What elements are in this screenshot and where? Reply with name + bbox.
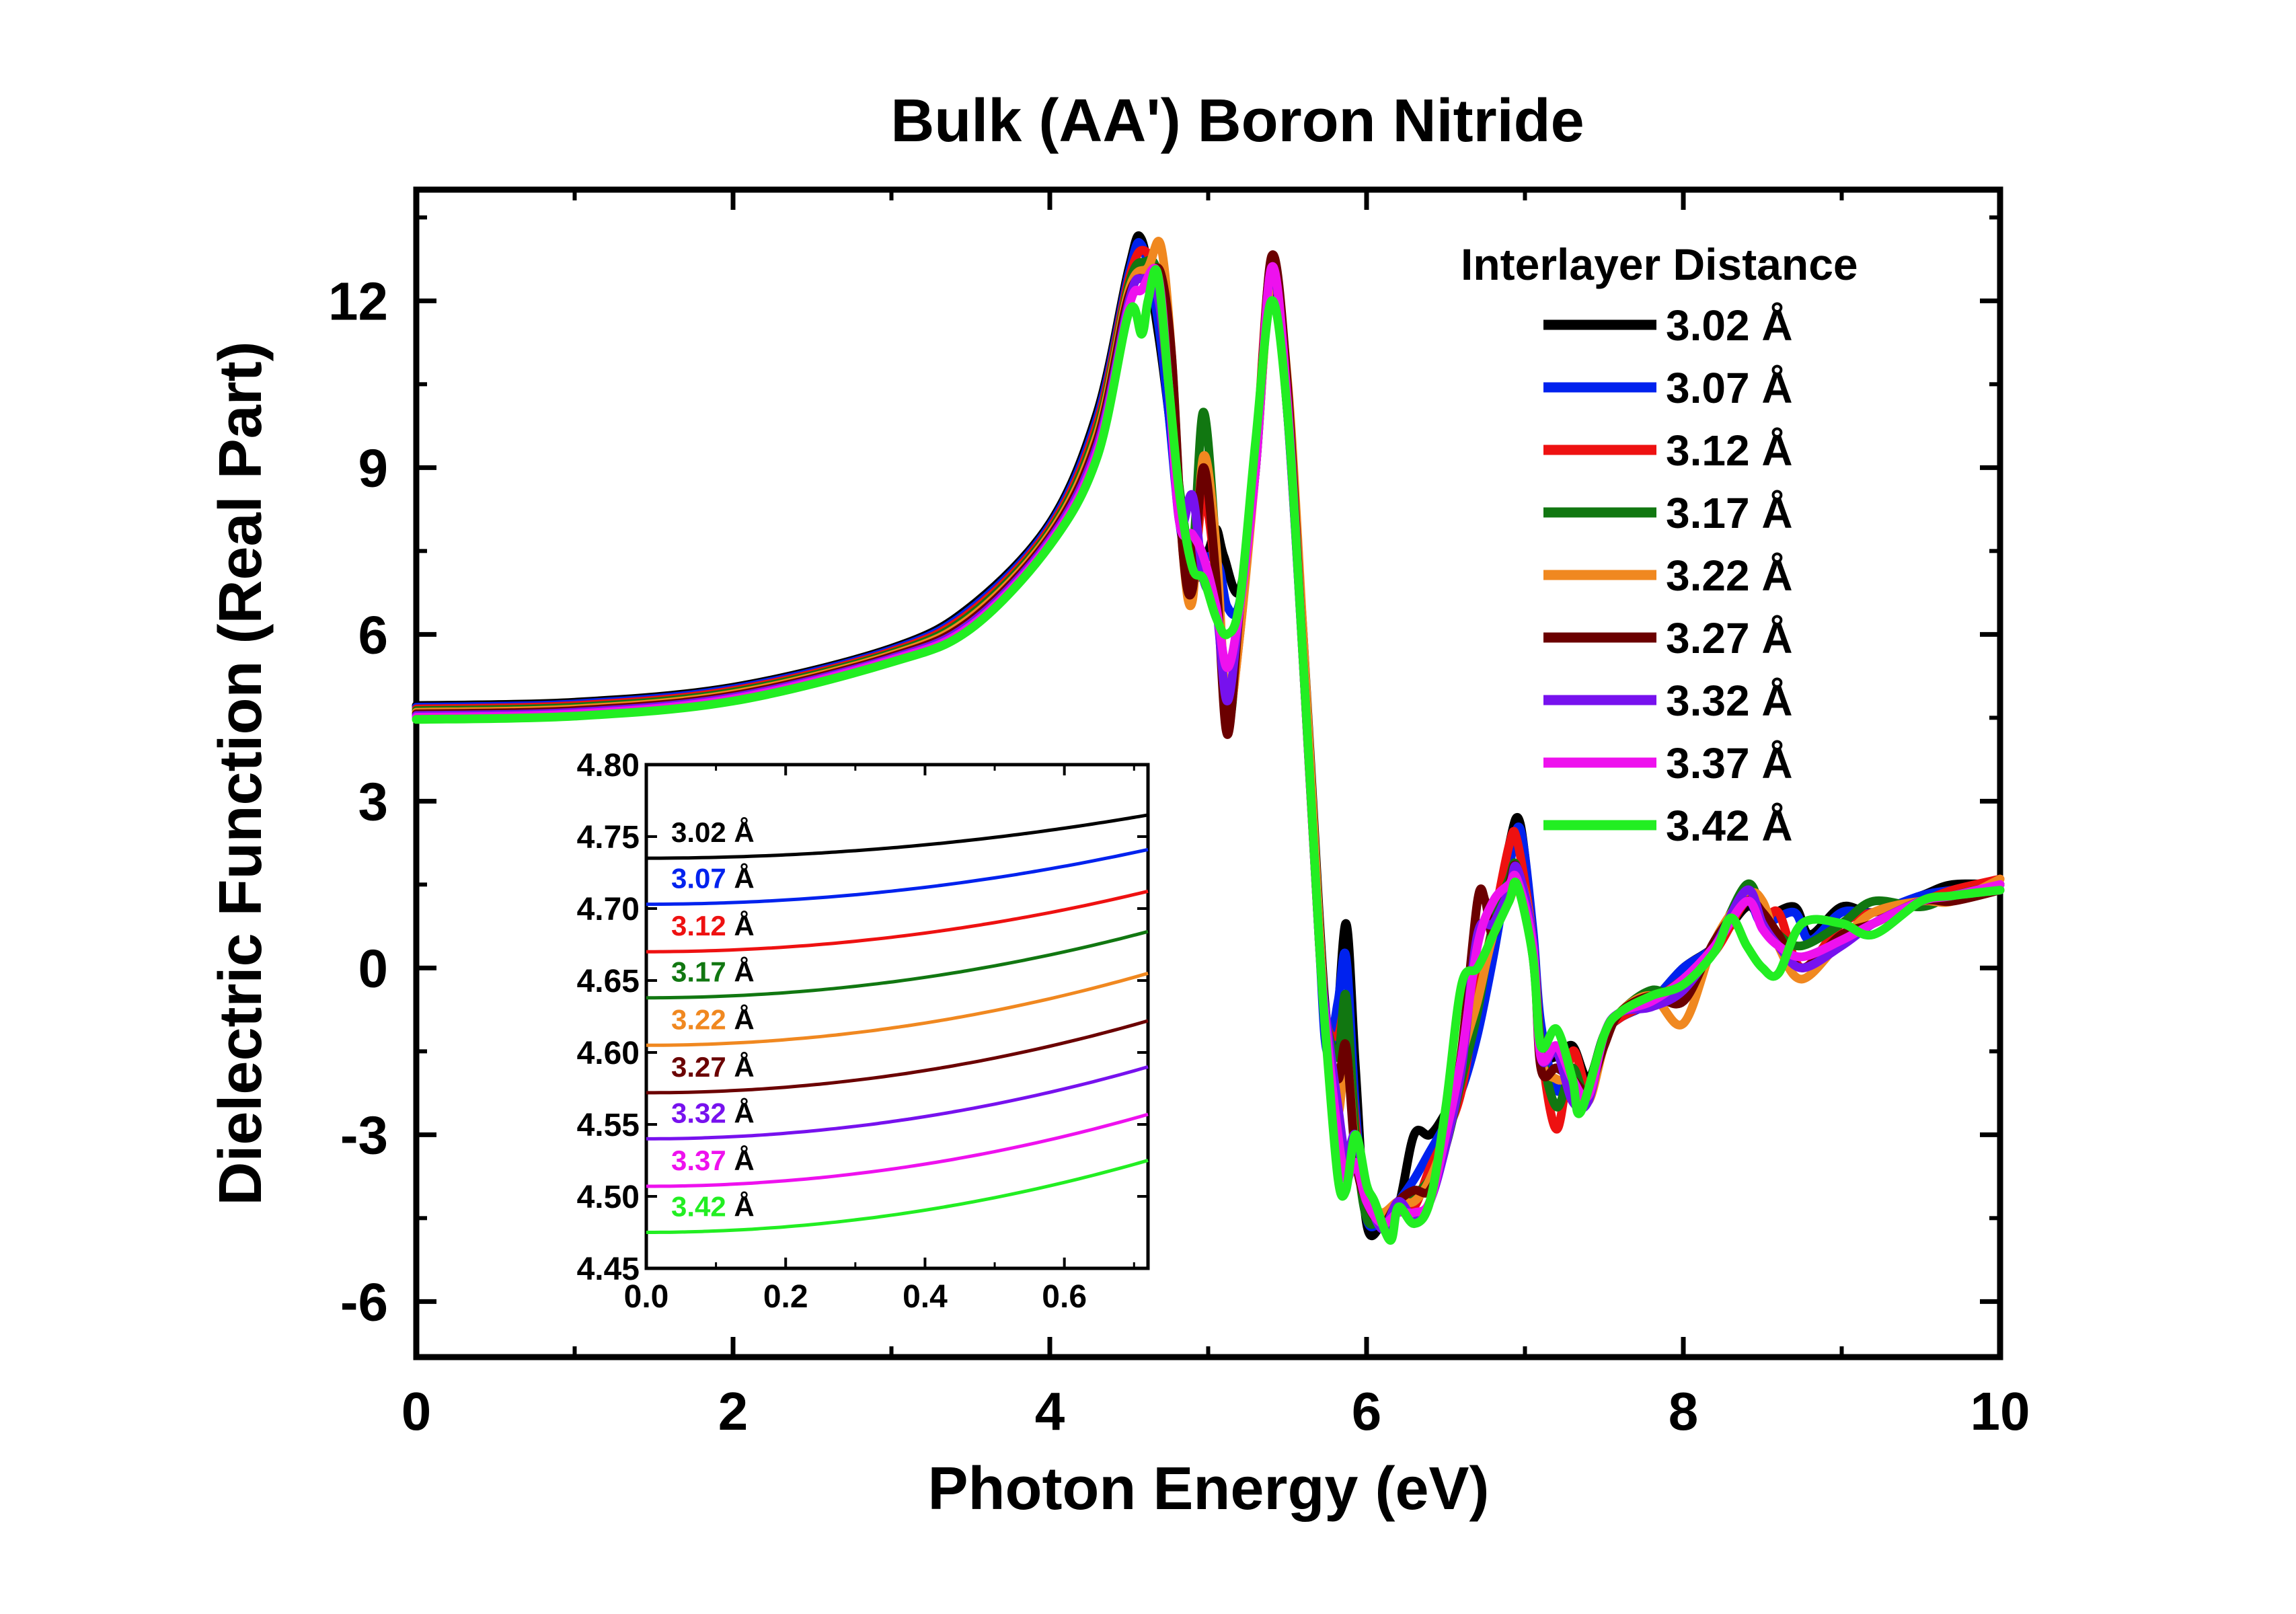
inset-label-unit: Å — [726, 863, 755, 894]
series-line-3.42 — [412, 265, 2005, 1245]
inset-line-3.17 — [646, 929, 1149, 1000]
x-axis-label: Photon Energy (eV) — [927, 1455, 1489, 1523]
inset-y-tick-label: 4.65 — [577, 964, 640, 999]
inset-series-label-3.12: 3.12 Å — [671, 910, 755, 942]
legend-label-3.37: 3.37 Å — [1666, 739, 1793, 787]
inset-label-value: 3.27 — [671, 1051, 726, 1083]
inset-x-tick-label: 0.4 — [903, 1279, 948, 1315]
inset-label-unit: Å — [726, 1191, 755, 1223]
inset-series-label-3.17: 3.17 Å — [671, 956, 755, 988]
inset-line-3.02 — [646, 813, 1149, 860]
inset-label-value: 3.12 — [671, 910, 726, 942]
legend-label-3.12: 3.12 Å — [1666, 426, 1793, 475]
inset-series-label-3.07: 3.07 Å — [671, 863, 755, 894]
inset-label-unit: Å — [726, 1145, 755, 1176]
inset-y-tick-label: 4.75 — [577, 820, 640, 855]
inset-line-3.07 — [646, 847, 1149, 907]
x-tick-label: 2 — [718, 1381, 749, 1441]
x-tick-label: 4 — [1035, 1381, 1065, 1441]
inset-label-unit: Å — [726, 1051, 755, 1083]
legend-label-3.07: 3.07 Å — [1666, 364, 1793, 412]
inset-label-value: 3.22 — [671, 1003, 726, 1035]
inset-line-3.12 — [646, 889, 1149, 954]
legend-label-3.02: 3.02 Å — [1666, 301, 1793, 350]
x-tick-label: 0 — [401, 1381, 432, 1441]
y-tick-label: 9 — [358, 438, 389, 498]
y-tick-label: 3 — [358, 771, 389, 831]
inset-label-value: 3.32 — [671, 1097, 726, 1128]
x-tick-label: 8 — [1669, 1381, 1699, 1441]
inset-x-tick-label: 0.2 — [763, 1279, 808, 1315]
inset-label-unit: Å — [726, 910, 755, 942]
y-axis-label: Dielectric Function (Real Part) — [207, 341, 274, 1205]
y-tick-label: 12 — [328, 271, 388, 331]
inset-y-tick-label: 4.70 — [577, 892, 640, 927]
main-axis-ticks: 0 2 4 6 8 10 -6 -3 0 3 6 9 12 — [328, 190, 2030, 1441]
chart-title: Bulk (AA') Boron Nitride — [890, 87, 1584, 155]
inset-y-tick-label: 4.55 — [577, 1108, 640, 1143]
inset-chart: 0.0 0.2 0.4 0.6 4.45 4.50 4.55 4.60 4.65 4.70 4.75… — [577, 748, 1150, 1315]
y-tick-label: -3 — [340, 1105, 388, 1165]
inset-label-unit: Å — [726, 956, 755, 988]
inset-label-value: 3.42 — [671, 1191, 726, 1223]
legend-label-3.22: 3.22 Å — [1666, 551, 1793, 600]
inset-label-value: 3.17 — [671, 956, 726, 988]
legend-title: Interlayer Distance — [1461, 239, 1858, 289]
y-tick-label: 6 — [358, 605, 389, 664]
inset-y-tick-label: 4.45 — [577, 1252, 640, 1287]
inset-label-value: 3.37 — [671, 1145, 726, 1176]
legend-label-3.42: 3.42 Å — [1666, 802, 1793, 850]
inset-label-unit: Å — [726, 816, 755, 848]
inset-x-tick-label: 0.6 — [1042, 1279, 1087, 1315]
legend: Interlayer Distance 3.02 Å 3.07 Å 3.12 Å 3.… — [1461, 239, 1858, 850]
x-tick-label: 10 — [1970, 1381, 2030, 1441]
inset-line-3.37 — [646, 1112, 1149, 1188]
x-tick-label: 6 — [1352, 1381, 1382, 1441]
y-tick-label: 0 — [358, 938, 389, 998]
inset-series-label-3.27: 3.27 Å — [671, 1051, 755, 1083]
inset-series-label-3.32: 3.32 Å — [671, 1097, 755, 1128]
inset-series-label-3.22: 3.22 Å — [671, 1003, 755, 1035]
y-tick-label: -6 — [340, 1272, 388, 1332]
inset-series-label-3.02: 3.02 Å — [671, 816, 755, 848]
legend-label-3.27: 3.27 Å — [1666, 614, 1793, 662]
inset-line-3.27 — [646, 1019, 1149, 1095]
inset-y-tick-label: 4.60 — [577, 1036, 640, 1071]
legend-label-3.17: 3.17 Å — [1666, 489, 1793, 537]
inset-series-label-3.42: 3.42 Å — [671, 1191, 755, 1223]
inset-line-3.22 — [646, 971, 1149, 1047]
inset-line-3.32 — [646, 1065, 1149, 1141]
inset-label-value: 3.07 — [671, 863, 726, 894]
inset-x-tick-label: 0.0 — [624, 1279, 669, 1315]
inset-label-unit: Å — [726, 1003, 755, 1035]
inset-series-label-3.37: 3.37 Å — [671, 1145, 755, 1176]
inset-label-value: 3.02 — [671, 816, 726, 848]
main-series-group — [412, 231, 2005, 1245]
inset-y-tick-label: 4.80 — [577, 748, 640, 783]
legend-label-3.32: 3.32 Å — [1666, 677, 1793, 725]
inset-line-3.42 — [646, 1159, 1149, 1234]
inset-label-unit: Å — [726, 1097, 755, 1128]
inset-y-tick-label: 4.50 — [577, 1180, 640, 1215]
